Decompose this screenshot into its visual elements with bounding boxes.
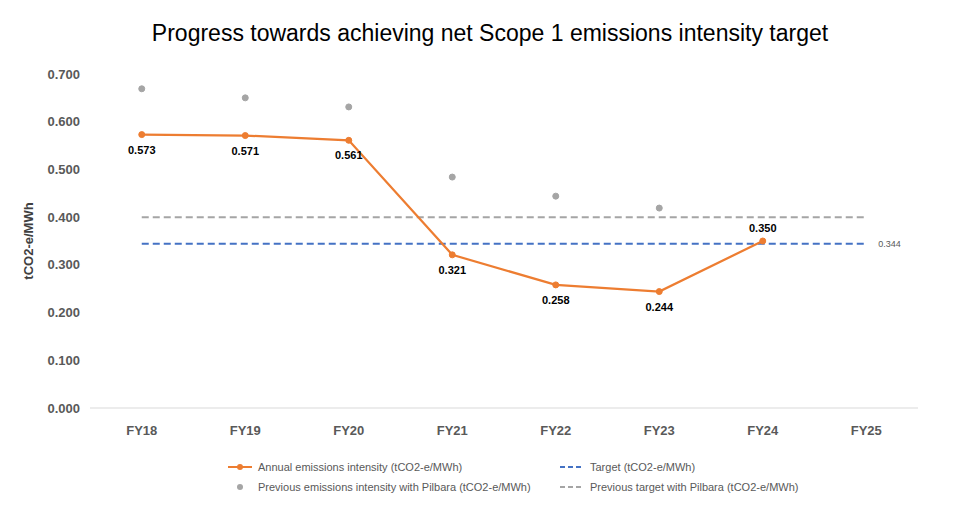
y-tick-label: 0.200: [47, 305, 80, 320]
y-tick: [87, 169, 90, 170]
y-axis-label: tCO2-e/MWh: [21, 202, 36, 279]
data-label: 0.571: [231, 145, 259, 157]
y-tick-label: 0.500: [47, 162, 80, 177]
line-marker: [656, 289, 662, 295]
line-marker: [760, 238, 766, 244]
legend-label: Annual emissions intensity (tCO2-e/MWh): [258, 461, 462, 473]
data-label: 0.244: [645, 301, 673, 313]
x-tick-label: FY23: [644, 423, 675, 438]
legend-swatch: [560, 466, 584, 468]
line-marker: [139, 132, 145, 138]
data-label: 0.258: [542, 294, 570, 306]
x-tick-label: FY20: [333, 423, 364, 438]
legend-swatch: [237, 484, 243, 490]
data-label: 0.573: [128, 144, 156, 156]
x-tick-label: FY18: [126, 423, 157, 438]
labels: 0.344 0.573 0.571 0.561 0.321 0.258 0.244 0.350: [128, 144, 901, 313]
y-tick-label: 0.600: [47, 114, 80, 129]
line-marker: [449, 252, 455, 258]
y-tick: [87, 264, 90, 265]
data-label: 0.344: [878, 239, 901, 249]
chart: Progress towards achieving net Scope 1 e…: [0, 0, 973, 507]
scatter-point: [139, 86, 145, 92]
scatter-point: [242, 95, 248, 101]
x-tick-label: FY24: [747, 423, 779, 438]
x-axis-line: [90, 408, 918, 409]
y-tick: [87, 408, 90, 409]
title: Progress towards achieving net Scope 1 e…: [152, 20, 829, 46]
line-marker: [553, 282, 559, 288]
legend-swatch: [560, 486, 584, 488]
legend: Annual emissions intensity (tCO2-e/MWh) T…: [228, 461, 798, 493]
y-tick-label: 0.300: [47, 257, 80, 272]
data-label: 0.561: [335, 149, 363, 161]
data-label: 0.321: [438, 264, 466, 276]
scatter-point: [346, 104, 352, 110]
y-tick-label: 0.100: [47, 353, 80, 368]
line-marker: [346, 137, 352, 143]
line-marker: [242, 133, 248, 139]
y-tick: [87, 360, 90, 361]
scatter-point: [553, 193, 559, 199]
legend-swatch: [237, 464, 243, 470]
x-tick-label: FY22: [540, 423, 571, 438]
y-tick-label: 0.700: [47, 67, 80, 82]
series-line: [142, 135, 763, 292]
scatter-point: [449, 174, 455, 180]
data-label: 0.350: [749, 222, 777, 234]
x-tick-label: FY19: [230, 423, 261, 438]
y-tick-label: 0.000: [47, 401, 80, 416]
marks: [139, 86, 867, 295]
series-line: [142, 216, 867, 218]
scatter-point: [656, 205, 662, 211]
x-tick-label: FY25: [851, 423, 882, 438]
y-tick: [87, 312, 90, 313]
legend-label: Previous emissions intensity with Pilbar…: [258, 481, 531, 493]
legend-label: Previous target with Pilbara (tCO2-e/MWh…: [590, 481, 798, 493]
background: [0, 0, 973, 507]
y-tick: [87, 121, 90, 122]
y-tick: [87, 217, 90, 218]
x-tick-label: FY21: [437, 423, 468, 438]
y-tick-label: 0.400: [47, 210, 80, 225]
legend-label: Target (tCO2-e/MWh): [590, 461, 695, 473]
y-tick: [87, 74, 90, 75]
